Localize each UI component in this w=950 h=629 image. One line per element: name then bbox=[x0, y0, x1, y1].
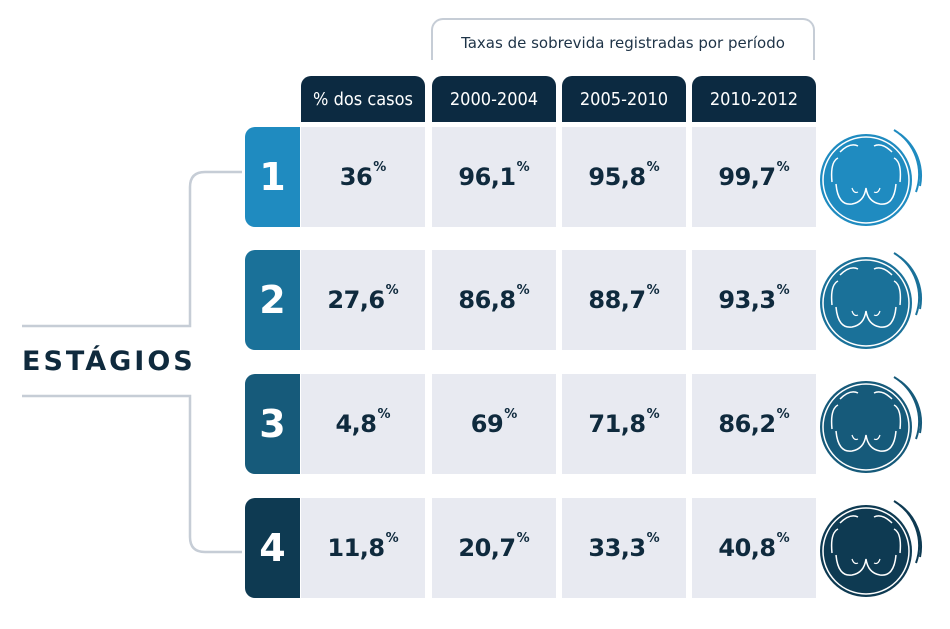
value-number: 20,7 bbox=[458, 534, 516, 562]
value-number: 86,2 bbox=[718, 410, 776, 438]
percent-sign: % bbox=[504, 406, 518, 422]
breast-icon bbox=[820, 252, 922, 349]
percent-sign: % bbox=[385, 530, 399, 546]
breast-icon bbox=[820, 376, 922, 473]
value-number: 36 bbox=[339, 163, 373, 191]
column-header-2000-2004: 2000-2004 bbox=[432, 76, 556, 122]
value-number: 96,1 bbox=[458, 163, 516, 191]
period-caption-bracket bbox=[431, 18, 815, 60]
value-cell-r4-c2: 20,7% bbox=[432, 498, 556, 598]
percent-sign: % bbox=[373, 159, 387, 175]
percent-sign: % bbox=[516, 159, 530, 175]
value-cell-r1-c1: 36% bbox=[301, 127, 425, 227]
value-cell-r1-c4: 99,7% bbox=[692, 127, 816, 227]
percent-sign: % bbox=[776, 406, 790, 422]
value-cell-r3-c1: 4,8% bbox=[301, 374, 425, 474]
percent-sign: % bbox=[385, 282, 399, 298]
breast-icon bbox=[820, 129, 922, 226]
value-cell-r2-c2: 86,8% bbox=[432, 250, 556, 350]
percent-sign: % bbox=[516, 282, 530, 298]
percent-sign: % bbox=[516, 530, 530, 546]
percent-sign: % bbox=[776, 159, 790, 175]
value-cell-r3-c2: 69% bbox=[432, 374, 556, 474]
value-number: 95,8 bbox=[588, 163, 646, 191]
stage-badge-4: 4 bbox=[245, 498, 300, 598]
percent-sign: % bbox=[646, 406, 660, 422]
value-number: 4,8 bbox=[335, 410, 377, 438]
percent-sign: % bbox=[646, 282, 660, 298]
stages-label: ESTÁGIOS bbox=[22, 346, 196, 377]
value-cell-r2-c3: 88,7% bbox=[562, 250, 686, 350]
value-number: 88,7 bbox=[588, 286, 646, 314]
value-number: 27,6 bbox=[327, 286, 385, 314]
value-cell-r1-c2: 96,1% bbox=[432, 127, 556, 227]
period-caption: Taxas de sobrevida registradas por perío… bbox=[461, 34, 785, 52]
value-cell-r2-c4: 93,3% bbox=[692, 250, 816, 350]
value-number: 93,3 bbox=[718, 286, 776, 314]
value-cell-r2-c1: 27,6% bbox=[301, 250, 425, 350]
value-cell-r4-c1: 11,8% bbox=[301, 498, 425, 598]
column-header-cases: % dos casos bbox=[301, 76, 425, 122]
value-cell-r1-c3: 95,8% bbox=[562, 127, 686, 227]
value-cell-r3-c3: 71,8% bbox=[562, 374, 686, 474]
value-number: 11,8 bbox=[327, 534, 385, 562]
value-number: 69 bbox=[470, 410, 504, 438]
column-header-2005-2010: 2005-2010 bbox=[562, 76, 686, 122]
value-number: 71,8 bbox=[588, 410, 646, 438]
percent-sign: % bbox=[776, 530, 790, 546]
percent-sign: % bbox=[776, 282, 790, 298]
value-cell-r3-c4: 86,2% bbox=[692, 374, 816, 474]
value-number: 99,7 bbox=[718, 163, 776, 191]
stage-badge-1: 1 bbox=[245, 127, 300, 227]
percent-sign: % bbox=[646, 159, 660, 175]
breast-icon bbox=[820, 500, 922, 597]
column-header-2010-2012: 2010-2012 bbox=[692, 76, 816, 122]
percent-sign: % bbox=[646, 530, 660, 546]
percent-sign: % bbox=[377, 406, 391, 422]
stage-badge-2: 2 bbox=[245, 250, 300, 350]
value-number: 86,8 bbox=[458, 286, 516, 314]
stage-badge-3: 3 bbox=[245, 374, 300, 474]
value-cell-r4-c3: 33,3% bbox=[562, 498, 686, 598]
value-cell-r4-c4: 40,8% bbox=[692, 498, 816, 598]
value-number: 40,8 bbox=[718, 534, 776, 562]
value-number: 33,3 bbox=[588, 534, 646, 562]
